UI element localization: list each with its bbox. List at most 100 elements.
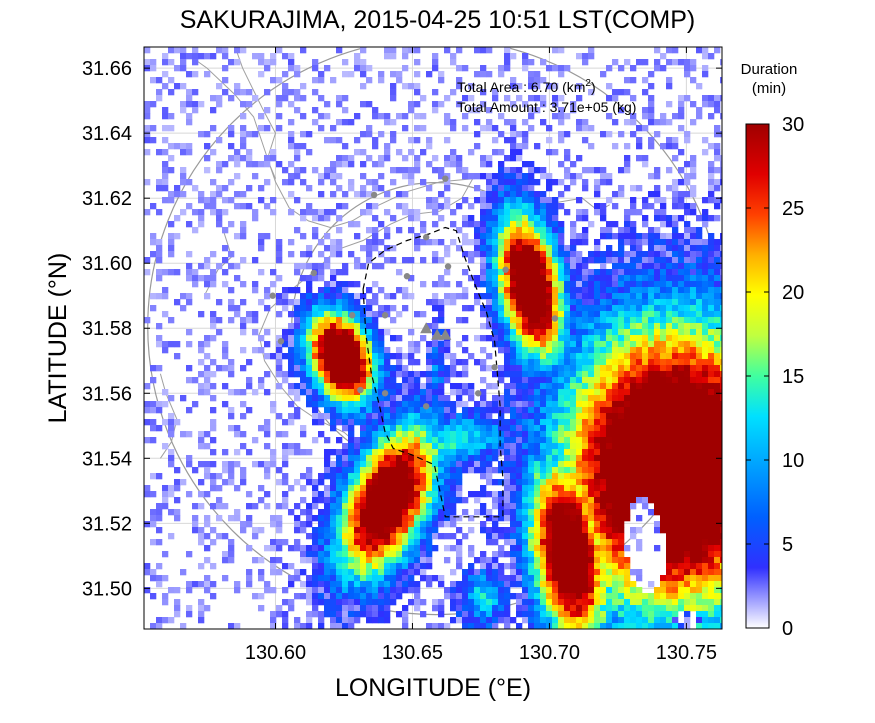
heat-cell (450, 371, 457, 378)
heat-cell (438, 509, 445, 516)
heat-cell (384, 209, 391, 216)
heat-cell (300, 365, 307, 372)
heat-cell (552, 401, 559, 408)
heat-cell (576, 461, 583, 468)
heat-cell (504, 533, 511, 540)
heat-cell (336, 137, 343, 144)
heat-cell (150, 419, 157, 426)
heat-cell (666, 557, 673, 564)
heat-cell (324, 503, 331, 510)
heat-cell (612, 461, 619, 468)
heat-cell (624, 419, 631, 426)
heat-cell (708, 341, 715, 348)
heat-cell (330, 323, 337, 330)
heat-cell (222, 551, 229, 558)
heat-cell (666, 455, 673, 462)
heat-cell (414, 83, 421, 90)
heat-cell (264, 467, 271, 474)
heat-cell (420, 557, 427, 564)
heat-cell (600, 209, 607, 216)
heat-cell (528, 83, 535, 90)
heat-cell (306, 341, 313, 348)
heat-cell (498, 569, 505, 576)
heat-cell (558, 449, 565, 456)
heat-cell (234, 431, 241, 438)
heat-cell (564, 491, 571, 498)
heat-cell (444, 485, 451, 492)
heat-cell (552, 305, 559, 312)
heat-cell (330, 137, 337, 144)
heat-cell (456, 65, 463, 72)
heat-cell (630, 251, 637, 258)
heat-cell (396, 485, 403, 492)
heat-cell (522, 371, 529, 378)
heat-cell (588, 515, 595, 522)
heat-cell (516, 179, 523, 186)
heat-cell (162, 71, 169, 78)
heat-cell (252, 437, 259, 444)
heat-cell (192, 227, 199, 234)
heat-cell (492, 239, 499, 246)
heat-cell (438, 311, 445, 318)
heat-cell (666, 119, 673, 126)
heat-cell (282, 299, 289, 306)
heat-cell (402, 545, 409, 552)
heat-cell (690, 365, 697, 372)
heat-cell (594, 335, 601, 342)
heat-cell (336, 413, 343, 420)
heat-cell (150, 491, 157, 498)
heat-cell (594, 203, 601, 210)
heat-cell (678, 365, 685, 372)
heat-cell (360, 245, 367, 252)
heat-cell (450, 461, 457, 468)
heat-cell (258, 239, 265, 246)
heat-cell (354, 461, 361, 468)
heat-cell (372, 527, 379, 534)
heat-cell (432, 419, 439, 426)
heat-cell (360, 563, 367, 570)
heat-cell (330, 239, 337, 246)
chart-title: SAKURAJIMA, 2015-04-25 10:51 LST(COMP) (179, 6, 696, 34)
heat-cell (582, 371, 589, 378)
heat-cell (654, 359, 661, 366)
heat-cell (600, 563, 607, 570)
heat-cell (294, 143, 301, 150)
heat-cell (162, 173, 169, 180)
heat-cell (360, 311, 367, 318)
heat-cell (594, 539, 601, 546)
heat-cell (666, 239, 673, 246)
heat-cell (546, 281, 553, 288)
heat-cell (528, 197, 535, 204)
heat-cell (348, 395, 355, 402)
heat-cell (582, 293, 589, 300)
heat-cell (294, 479, 301, 486)
heat-cell (594, 509, 601, 516)
heat-cell (528, 275, 535, 282)
heat-cell (678, 509, 685, 516)
heat-cell (342, 329, 349, 336)
heat-cell (660, 347, 667, 354)
heat-cell (432, 521, 439, 528)
heat-cell (432, 515, 439, 522)
heat-cell (708, 353, 715, 360)
heat-cell (498, 161, 505, 168)
heat-cell (624, 329, 631, 336)
heat-cell (336, 455, 343, 462)
heat-cell (510, 335, 517, 342)
heat-cell (402, 395, 409, 402)
heat-cell (342, 395, 349, 402)
heat-cell (504, 233, 511, 240)
heat-cell (672, 245, 679, 252)
heat-cell (516, 485, 523, 492)
heat-cell (336, 419, 343, 426)
heat-cell (558, 221, 565, 228)
heat-cell (552, 527, 559, 534)
heat-cell (318, 497, 325, 504)
heat-cell (444, 119, 451, 126)
heat-cell (210, 281, 217, 288)
heat-cell (672, 305, 679, 312)
heat-cell (642, 401, 649, 408)
heat-cell (606, 83, 613, 90)
heat-cell (546, 305, 553, 312)
heat-cell (390, 491, 397, 498)
